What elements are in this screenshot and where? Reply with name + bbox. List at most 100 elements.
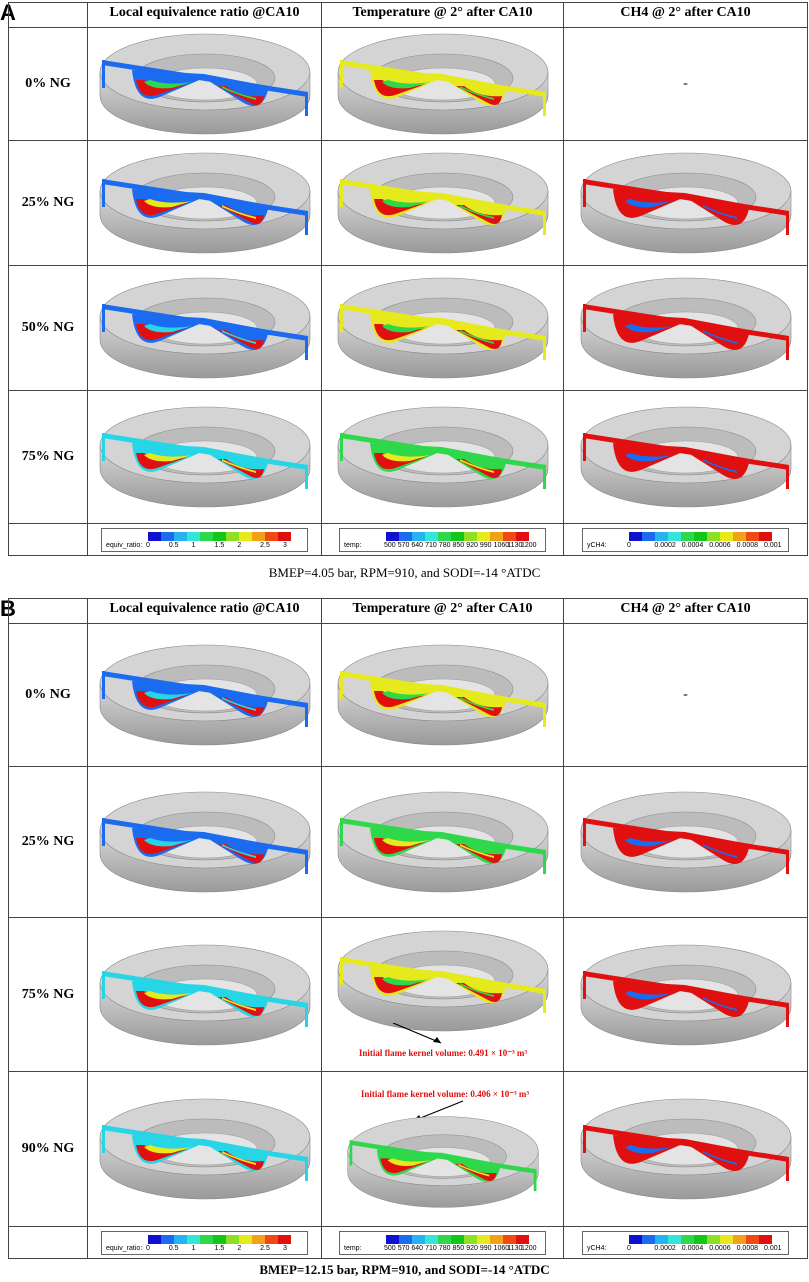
inner-layer-right [457,1163,489,1177]
inner-layer-right [702,844,737,858]
legend-cell: equiv_ratio: 0 0.5 1 1.5 2 2.5 3 [87,1226,322,1259]
color-swatch [681,531,694,541]
color-swatch [503,531,516,541]
cut-plane-edge-left [349,1140,352,1166]
panel-b-caption: BMEP=12.15 bar, RPM=910, and SODI=-14 °A… [259,1262,550,1277]
legend-title: equiv_ratio: [106,541,143,549]
color-swatch [278,1234,291,1244]
legend-tick-label: 1200 [521,1244,537,1252]
legend-tick-label: 990 [479,1244,492,1252]
cut-plane-edge-right [304,92,308,116]
legend-title: equiv_ratio: [106,1244,143,1252]
row-label: 25% NG [8,140,88,266]
legend-tick-label: 850 [452,1244,465,1252]
color-swatch [668,531,681,541]
temperature-image [321,27,564,141]
bowl-section [131,681,268,717]
color-swatch [265,531,278,541]
legend-tick-label: 0 [146,541,150,549]
inner-layer-left [624,838,673,847]
inner-layer-left [143,324,192,333]
row-label: 25% NG [8,766,88,918]
cut-plane-edge-right [304,465,308,489]
bowl-section [612,443,749,479]
cut-plane-edge-right [304,336,308,360]
color-swatch [720,1234,733,1244]
color-swatch [629,531,642,541]
equivalence-ratio-image [87,140,322,266]
legend-tick-label: 640 [411,541,424,549]
empty-header-cell [8,598,88,624]
bowl-section [131,70,268,106]
cut-plane-edge-left [101,970,105,999]
cut-plane-edge-left [582,179,586,207]
color-swatch [464,1234,477,1244]
legend-tick-label: 1130 [507,1244,523,1252]
legend-tick-label: 570 [397,1244,410,1252]
legend-cell: yCH4: 0 0.0002 0.0004 0.0006 0.0008 0.001 [563,523,808,556]
cut-plane-edge-right [533,1169,536,1192]
color-swatch [477,531,490,541]
piston-bowl-render [99,944,310,1045]
cut-plane-edge-right [785,336,789,360]
legend-tick-label: 2 [237,541,242,549]
inner-layer-left [143,838,192,847]
legend-tick-label: 1200 [521,541,537,549]
color-swatch [425,1234,438,1244]
piston-bowl-render [99,644,310,746]
row-label: 0% NG [8,623,88,767]
legend-tick-label: 2 [237,1244,242,1252]
legend-tick-label: 0.0004 [681,541,704,549]
cut-plane-edge-right [785,211,789,235]
color-swatch [412,531,425,541]
color-swatch [629,1234,642,1244]
cut-plane-edge-right [785,850,789,874]
column-header-equivalence: Local equivalence ratio @CA10 [87,2,322,28]
inner-layer-right [459,459,494,473]
inner-layer-right [702,205,737,219]
inner-layer-right [459,86,494,100]
legend-tick-label: 640 [411,1244,424,1252]
inner-layer-left [624,199,673,208]
ch4-image [563,1071,808,1227]
column-header-ch4: CH4 @ 2° after CA10 [563,598,808,624]
inner-layer-left [624,990,673,999]
inner-layer-left [381,324,430,333]
color-swatch [707,1234,720,1244]
inner-layer-right [702,330,737,344]
inner-layer-left [387,1158,431,1166]
legend-tick-label: 0.5 [168,541,179,549]
legend-cell: yCH4: 0 0.0002 0.0004 0.0006 0.0008 0.001 [563,1226,808,1259]
inner-layer-right [221,205,256,219]
cut-plane-edge-right [542,336,546,360]
color-swatch [490,531,503,541]
cut-plane-edge-left [339,179,343,207]
cut-plane-edge-right [304,850,308,874]
inner-layer-left [624,324,673,333]
color-swatch [148,531,161,541]
piston-bowl-render [99,791,310,893]
legend-tick-label: 0 [146,1244,150,1252]
legend-tick-label: 0 [627,541,631,549]
inner-layer-left [624,453,673,462]
color-swatch [642,531,655,541]
color-swatch [161,531,174,541]
inner-layer-left [143,1145,192,1154]
bowl-section [612,828,749,864]
cut-plane-edge-left [339,671,343,699]
inner-layer-right [221,844,256,858]
inner-layer-right [702,459,737,473]
column-header-temperature: Temperature @ 2° after CA10 [321,598,564,624]
piston-bowl-render [337,791,548,893]
cut-plane-edge-right [304,211,308,235]
empty-legend-cell [8,523,88,556]
cut-plane-edge-left [101,60,105,88]
flame-kernel-label: Initial flame kernel volume: 0.406 × 10⁻… [360,1089,529,1099]
legend-cell: equiv_ratio: 0 0.5 1 1.5 2 2.5 3 [87,523,322,556]
inner-layer-left [381,976,430,985]
cut-plane-edge-right [542,211,546,235]
legend-title: yCH4: [587,541,607,549]
legend-tick-label: 500 [384,541,396,549]
cut-plane-edge-left [582,304,586,332]
piston-bowl-render [337,277,548,379]
